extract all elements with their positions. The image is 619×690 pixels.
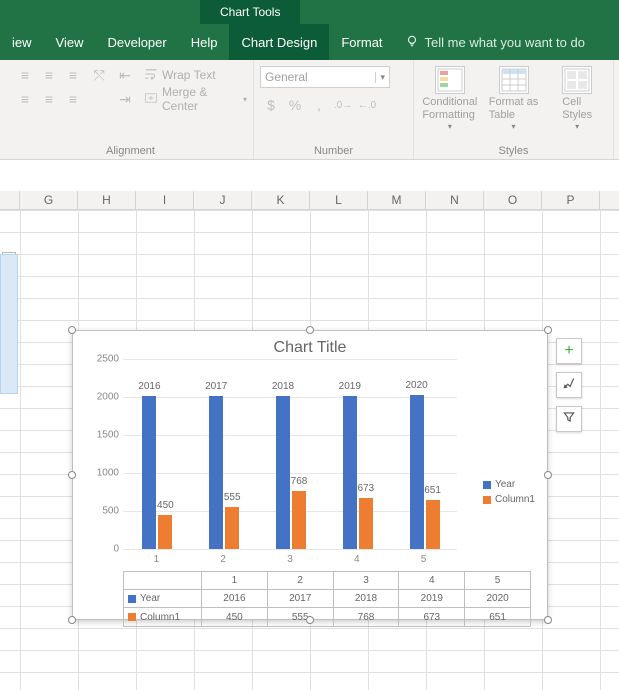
- ribbon-group-label-number: Number: [260, 143, 407, 157]
- chart-y-axis: 05001000150020002500: [85, 359, 119, 549]
- increase-indent-icon[interactable]: ⇥: [114, 88, 136, 110]
- column-header[interactable]: G: [20, 191, 78, 209]
- tab-chart-design[interactable]: Chart Design: [229, 24, 329, 60]
- ribbon-group-number: General ▾ $ % , .0→ ←.0 Number: [254, 60, 414, 159]
- chart-legend[interactable]: YearColumn1: [483, 479, 535, 509]
- chart-data-table: 12345Year20162017201820192020Column14505…: [123, 571, 531, 627]
- resize-handle[interactable]: [68, 326, 76, 334]
- chevron-down-icon: ▾: [575, 122, 579, 132]
- funnel-icon: [562, 410, 576, 429]
- tab-help[interactable]: Help: [179, 24, 230, 60]
- cell-styles-icon: [562, 66, 592, 94]
- chart-bars: 2016450120175552201876832019673420206515: [123, 359, 457, 549]
- number-format-dropdown[interactable]: General ▾: [260, 66, 390, 88]
- column-header[interactable]: N: [426, 191, 484, 209]
- accounting-format-icon[interactable]: $: [260, 94, 282, 116]
- chevron-down-icon: ▾: [375, 72, 385, 83]
- wrap-text-icon: [144, 67, 158, 84]
- brush-icon: [562, 376, 576, 395]
- align-top-icon[interactable]: ≡: [14, 64, 36, 86]
- conditional-formatting-button[interactable]: Conditional Formatting ▾: [420, 64, 480, 132]
- ribbon-group-styles: Conditional Formatting ▾ Format as Table…: [414, 60, 614, 159]
- worksheet-grid[interactable]: ▾ Chart Title 05001000150020002500 20164…: [0, 210, 619, 690]
- number-format-value: General: [265, 70, 308, 84]
- format-as-table-icon: [499, 66, 529, 94]
- wrap-text-label: Wrap Text: [162, 68, 216, 82]
- format-as-table-label: Format as Table: [489, 96, 539, 122]
- column-header[interactable]: M: [368, 191, 426, 209]
- cell-styles-button[interactable]: Cell Styles ▾: [547, 64, 607, 132]
- orientation-icon[interactable]: ⤲: [88, 64, 110, 86]
- plus-icon: +: [564, 342, 573, 360]
- chart-title[interactable]: Chart Title: [73, 331, 547, 359]
- decrease-decimal-icon[interactable]: ←.0: [356, 94, 378, 116]
- chart-floating-controls: +: [556, 338, 582, 432]
- align-right-icon[interactable]: ≡: [62, 88, 84, 110]
- conditional-formatting-icon: [435, 66, 465, 94]
- resize-handle[interactable]: [306, 616, 314, 624]
- align-bottom-icon[interactable]: ≡: [62, 64, 84, 86]
- embedded-chart[interactable]: Chart Title 05001000150020002500 2016450…: [72, 330, 548, 620]
- chart-plot-area[interactable]: 05001000150020002500 2016450120175552201…: [123, 359, 457, 549]
- selected-range-highlight: [0, 254, 18, 394]
- chart-filters-button[interactable]: [556, 406, 582, 432]
- resize-handle[interactable]: [306, 326, 314, 334]
- decrease-indent-icon[interactable]: ⇤: [114, 64, 136, 86]
- percent-format-icon[interactable]: %: [284, 94, 306, 116]
- resize-handle[interactable]: [68, 616, 76, 624]
- ribbon: ≡ ≡ ≡ ≡ ≡ ≡ ⤲ ⇤ ⇥ Wrap Text: [0, 60, 619, 160]
- merge-center-label: Merge & Center: [162, 85, 239, 113]
- column-header[interactable]: K: [252, 191, 310, 209]
- column-header[interactable]: J: [194, 191, 252, 209]
- column-header[interactable]: O: [484, 191, 542, 209]
- resize-handle[interactable]: [544, 616, 552, 624]
- titlebar: Chart Tools: [0, 0, 619, 24]
- ribbon-tabbar: iew View Developer Help Chart Design For…: [0, 24, 619, 60]
- ribbon-group-alignment: ≡ ≡ ≡ ≡ ≡ ≡ ⤲ ⇤ ⇥ Wrap Text: [8, 60, 254, 159]
- tell-me-search[interactable]: Tell me what you want to do: [395, 34, 595, 51]
- merge-center-button[interactable]: Merge & Center ▾: [144, 88, 247, 110]
- align-center-icon[interactable]: ≡: [38, 88, 60, 110]
- ribbon-group-label-styles: Styles: [420, 143, 607, 157]
- ribbon-group-label-alignment: Alignment: [14, 143, 247, 157]
- resize-handle[interactable]: [544, 471, 552, 479]
- chevron-down-icon: ▾: [512, 122, 516, 132]
- tab-format[interactable]: Format: [329, 24, 394, 60]
- chevron-down-icon: ▾: [243, 95, 247, 104]
- column-header-corner[interactable]: [0, 191, 20, 209]
- merge-icon: [144, 91, 158, 108]
- column-header-row: GHIJKLMNOP: [0, 190, 619, 210]
- chevron-down-icon: ▾: [448, 122, 452, 132]
- comma-format-icon[interactable]: ,: [308, 94, 330, 116]
- column-header[interactable]: H: [78, 191, 136, 209]
- conditional-formatting-label: Conditional Formatting: [422, 96, 477, 122]
- chart-elements-button[interactable]: +: [556, 338, 582, 364]
- tab-review[interactable]: iew: [0, 24, 44, 60]
- wrap-text-button[interactable]: Wrap Text: [144, 64, 247, 86]
- tab-developer[interactable]: Developer: [95, 24, 178, 60]
- contextual-tab-chart-tools: Chart Tools: [200, 0, 300, 24]
- tell-me-label: Tell me what you want to do: [425, 35, 585, 50]
- resize-handle[interactable]: [544, 326, 552, 334]
- lightbulb-icon: [405, 34, 419, 51]
- column-header[interactable]: L: [310, 191, 368, 209]
- tab-view[interactable]: View: [44, 24, 96, 60]
- column-header[interactable]: I: [136, 191, 194, 209]
- format-as-table-button[interactable]: Format as Table ▾: [484, 64, 544, 132]
- chart-styles-button[interactable]: [556, 372, 582, 398]
- column-header[interactable]: P: [542, 191, 600, 209]
- resize-handle[interactable]: [68, 471, 76, 479]
- align-middle-icon[interactable]: ≡: [38, 64, 60, 86]
- increase-decimal-icon[interactable]: .0→: [332, 94, 354, 116]
- cell-styles-label: Cell Styles: [562, 96, 592, 122]
- align-left-icon[interactable]: ≡: [14, 88, 36, 110]
